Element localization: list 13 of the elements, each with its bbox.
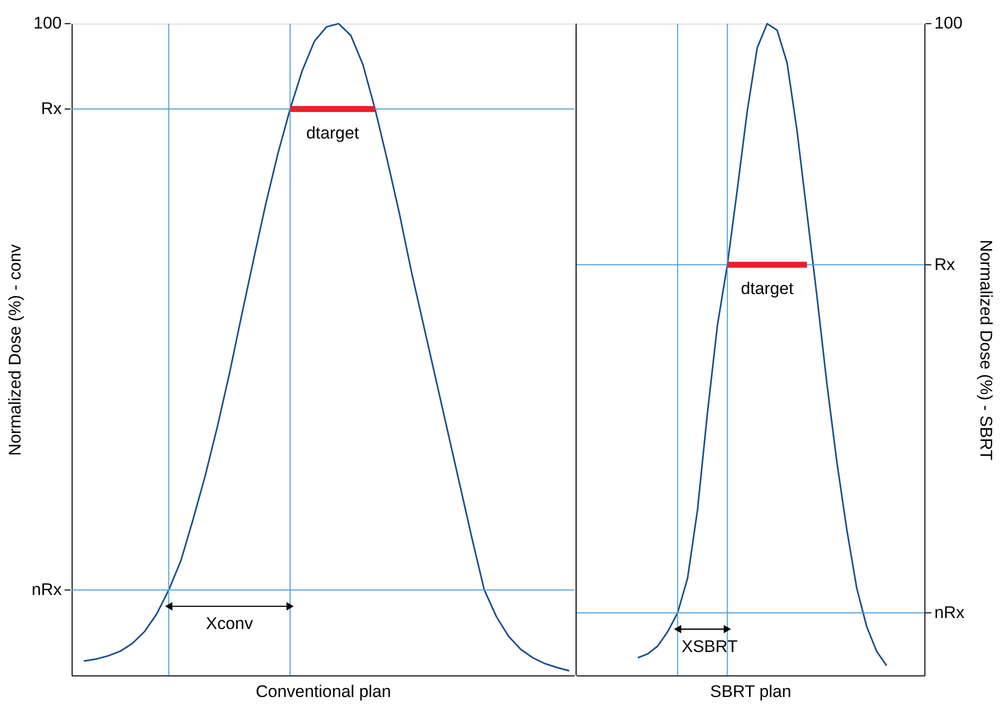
y-axis-title: Normalized Dose (%) - conv <box>5 244 24 456</box>
ref-line-label: nRx <box>934 602 965 622</box>
ref-line-label: Rx <box>41 99 62 118</box>
x-axis-title: Conventional plan <box>256 682 392 701</box>
ref-line-label: Rx <box>934 254 956 274</box>
x-axis-title: SBRT plan <box>710 682 792 701</box>
ref-line-label: nRx <box>32 580 62 599</box>
ref-line-label: 100 <box>934 14 963 33</box>
y-axis-title: Normalized Dose (%) - SBRT <box>976 240 996 460</box>
annotation: dtarget <box>306 123 360 142</box>
ref-line-label: 100 <box>33 14 62 33</box>
annotation: Xconv <box>206 614 254 634</box>
annotation: dtarget <box>740 279 794 298</box>
